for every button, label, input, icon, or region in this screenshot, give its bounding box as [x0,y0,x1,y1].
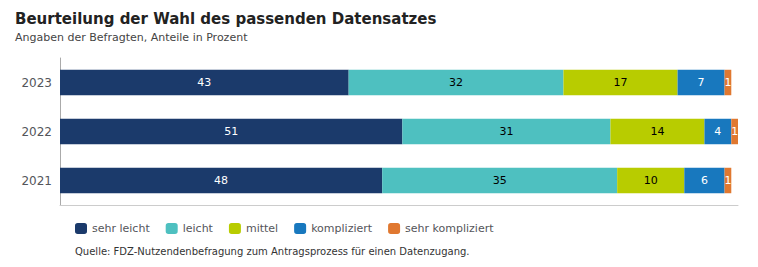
svg-text:4: 4 [714,125,721,138]
svg-text:51: 51 [224,125,238,138]
svg-text:35: 35 [493,174,507,187]
svg-text:sehr leicht: sehr leicht [92,222,150,235]
svg-text:14: 14 [650,125,664,138]
svg-text:1: 1 [724,76,731,89]
svg-text:7: 7 [698,76,705,89]
svg-text:48: 48 [214,174,228,187]
svg-text:10: 10 [644,174,658,187]
svg-text:Beurteilung der Wahl des passe: Beurteilung der Wahl des passenden Daten… [15,10,436,28]
svg-text:6: 6 [701,174,708,187]
svg-text:leicht: leicht [183,222,214,235]
svg-text:Quelle: FDZ-Nutzendenbefragung: Quelle: FDZ-Nutzendenbefragung zum Antra… [75,246,470,257]
svg-text:1: 1 [724,174,731,187]
svg-text:1: 1 [731,125,738,138]
svg-text:32: 32 [449,76,463,89]
svg-text:17: 17 [614,76,628,89]
svg-text:Angaben der Befragten, Anteile: Angaben der Befragten, Anteile in Prozen… [15,31,248,44]
svg-text:43: 43 [197,76,211,89]
svg-text:kompliziert: kompliziert [311,222,373,235]
svg-text:2023: 2023 [21,76,52,90]
svg-text:2022: 2022 [21,125,52,139]
svg-text:mittel: mittel [246,222,278,235]
svg-text:2021: 2021 [21,174,52,188]
svg-text:sehr kompliziert: sehr kompliziert [405,222,494,235]
svg-text:31: 31 [499,125,513,138]
